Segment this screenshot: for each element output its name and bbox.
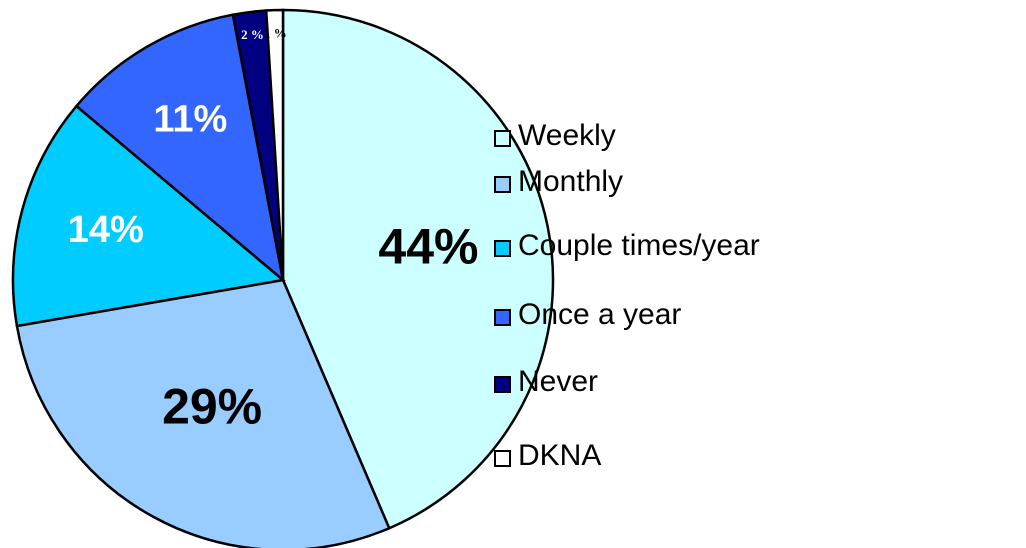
slice-label: 1 % bbox=[264, 25, 287, 40]
slice-label: 11% bbox=[153, 99, 227, 141]
slice-label: 14% bbox=[68, 209, 144, 251]
legend-swatch bbox=[494, 176, 511, 193]
legend-label: DKNA bbox=[518, 439, 601, 472]
slice-label: 44% bbox=[378, 218, 478, 274]
legend-label: Never bbox=[518, 365, 598, 398]
legend-label: Couple times/year bbox=[518, 229, 760, 262]
legend-swatch bbox=[494, 240, 511, 257]
pie-slice bbox=[264, 8, 285, 281]
pie-slice bbox=[281, 8, 555, 530]
legend-label: Weekly bbox=[518, 119, 616, 152]
slice-label: 29% bbox=[162, 379, 262, 435]
legend-label: Once a year bbox=[518, 298, 681, 331]
legend-swatch bbox=[494, 450, 511, 467]
pie-slice bbox=[11, 104, 286, 328]
slice-label: 2 % bbox=[241, 27, 264, 42]
legend-swatch bbox=[494, 376, 511, 393]
legend-label: Monthly bbox=[518, 165, 623, 198]
legend-swatch bbox=[494, 309, 511, 326]
legend-swatch bbox=[494, 130, 511, 147]
pie-slice bbox=[74, 13, 285, 284]
pie-slice bbox=[15, 278, 391, 548]
